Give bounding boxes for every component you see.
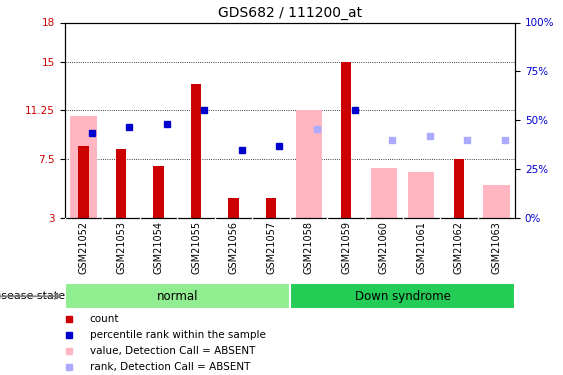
Bar xyxy=(229,198,239,217)
Text: GSM21057: GSM21057 xyxy=(266,221,276,274)
Text: GSM21056: GSM21056 xyxy=(229,221,239,274)
Bar xyxy=(65,283,290,309)
Title: GDS682 / 111200_at: GDS682 / 111200_at xyxy=(218,6,362,20)
Text: GSM21062: GSM21062 xyxy=(454,221,464,274)
Bar xyxy=(70,116,97,218)
Text: GSM21052: GSM21052 xyxy=(78,221,88,274)
Bar xyxy=(153,165,164,218)
Text: GSM21058: GSM21058 xyxy=(303,221,314,274)
Bar xyxy=(290,283,515,309)
Text: GSM21059: GSM21059 xyxy=(341,221,351,274)
Bar xyxy=(454,159,464,218)
Text: GSM21055: GSM21055 xyxy=(191,221,201,274)
Text: GSM21053: GSM21053 xyxy=(116,221,126,274)
Text: percentile rank within the sample: percentile rank within the sample xyxy=(90,330,265,340)
Bar xyxy=(296,110,322,218)
Text: GSM21060: GSM21060 xyxy=(379,221,389,274)
Text: GSM21061: GSM21061 xyxy=(416,221,426,274)
Text: rank, Detection Call = ABSENT: rank, Detection Call = ABSENT xyxy=(90,362,250,372)
Bar xyxy=(483,185,510,218)
Text: Down syndrome: Down syndrome xyxy=(355,290,450,303)
Bar xyxy=(116,148,126,217)
Bar xyxy=(370,168,397,217)
Bar xyxy=(408,172,435,217)
Text: GSM21063: GSM21063 xyxy=(491,221,502,274)
Text: count: count xyxy=(90,314,119,324)
Bar xyxy=(191,84,202,218)
Bar xyxy=(266,198,276,217)
Bar xyxy=(78,146,89,218)
Text: value, Detection Call = ABSENT: value, Detection Call = ABSENT xyxy=(90,346,255,356)
Text: disease state: disease state xyxy=(0,291,65,301)
Text: normal: normal xyxy=(157,290,198,303)
Text: GSM21054: GSM21054 xyxy=(154,221,164,274)
Bar xyxy=(341,62,351,217)
